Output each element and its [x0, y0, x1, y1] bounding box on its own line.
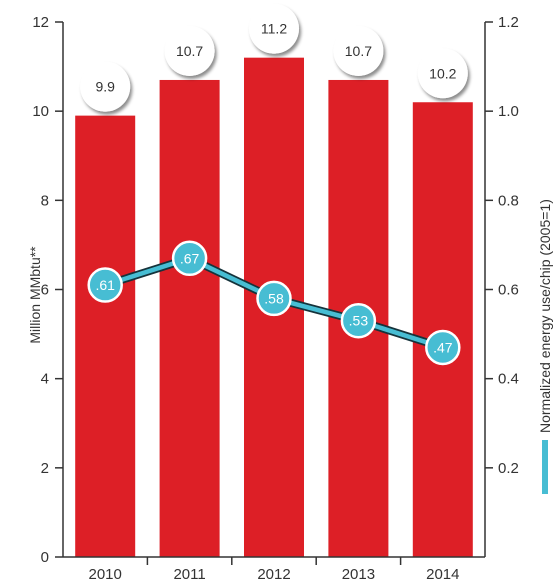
y-right-tick-label: 0.6 [498, 282, 519, 299]
bar-value-label: 11.2 [261, 21, 287, 37]
bar-label-bubble [249, 3, 299, 54]
line-point-2013 [340, 302, 377, 339]
bars [75, 57, 473, 558]
bar-label-bubble [164, 25, 215, 76]
line-point-label: .47 [433, 339, 453, 355]
x-tick-label: 2011 [173, 566, 205, 583]
line-point-label: .58 [264, 290, 284, 306]
bar-2011 [159, 79, 220, 557]
x-tick-label: 2014 [426, 566, 459, 583]
y-axis-right-title: Normalized energy use/chip (2005=1) [537, 199, 553, 433]
y-left-tick-label: 2 [41, 460, 49, 477]
energy-per-chip-line: .61 .67 .58 .53 .47 [87, 240, 461, 366]
y-left-tick-label: 8 [41, 192, 49, 209]
y-left-tick-label: 12 [32, 14, 49, 31]
line-point-2014 [425, 329, 461, 366]
y-axis-left-title: Million MMbtu** [27, 246, 43, 344]
bar-2014 [412, 102, 473, 557]
y-right-tick-label: 1.2 [498, 14, 519, 31]
line-point-label: .53 [349, 313, 369, 329]
bar-value-labels: 9.9 10.7 11.2 10.7 10.2 [80, 3, 468, 112]
legend-swatch [542, 440, 548, 494]
bar-label-bubble [417, 48, 468, 99]
bar-2010 [75, 115, 136, 557]
x-tick-label: 2010 [89, 566, 122, 583]
y-left-tick-label: 6 [41, 282, 49, 299]
line-point-label: .61 [95, 277, 115, 293]
line-point-2012 [256, 280, 292, 317]
axes: 0 2 4 6 8 10 12 0.2 0.4 0.6 0.8 1.0 1.2 2010 2011 2012 2… [32, 14, 519, 583]
bar-label-bubble [333, 25, 384, 76]
y-right-tick-label: 1.0 [498, 103, 519, 120]
bar-value-label: 9.9 [95, 79, 115, 95]
x-tick-label: 2013 [342, 566, 375, 583]
line-point-label: .67 [180, 250, 200, 266]
bar-label-bubble [80, 61, 131, 112]
y-left-tick-label: 4 [41, 371, 49, 388]
bar-value-label: 10.7 [345, 43, 372, 59]
bar-value-label: 10.7 [176, 43, 203, 59]
x-tick-label: 2012 [257, 566, 290, 583]
y-right-tick-label: 0.2 [498, 460, 519, 477]
y-right-tick-label: 0.4 [498, 371, 519, 388]
bar-value-label: 10.2 [429, 65, 456, 81]
line-point-2011 [171, 240, 208, 277]
legend: Normalized energy use/chip (2005=1) [537, 199, 553, 494]
y-right-tick-label: 0.8 [498, 192, 519, 209]
line-point-2010 [87, 267, 123, 303]
y-left-tick-label: 0 [41, 549, 49, 566]
y-left-tick-label: 10 [32, 103, 49, 120]
